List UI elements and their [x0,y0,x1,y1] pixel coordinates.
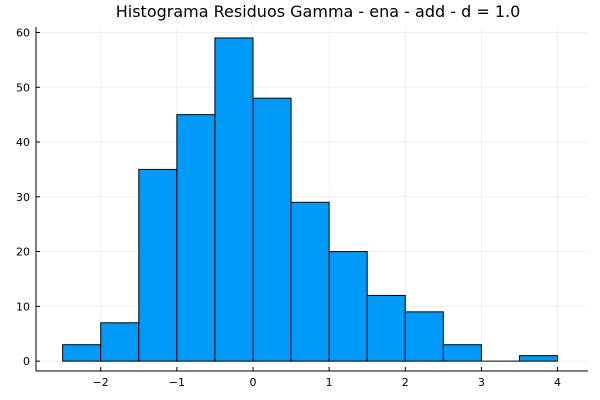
x-tick-label: 2 [402,376,409,389]
histogram-bar [328,251,368,362]
histogram-bar [404,311,444,362]
x-tick-label: 4 [554,376,561,389]
x-tick-label: −2 [93,376,109,389]
histogram-bar [138,168,178,362]
y-tick-label: 40 [16,136,30,149]
histogram-bar [100,322,140,362]
histogram-bar [442,344,482,362]
histogram-bars [62,37,559,362]
grid-lines [36,27,588,371]
y-tick-label: 60 [16,26,30,39]
y-tick-label: 30 [16,191,30,204]
histogram-bar [518,355,559,362]
chart-title: Histograma Residuos Gamma - ena - add - … [116,2,521,21]
histogram-bar [176,114,216,362]
histogram-bar [252,97,292,362]
x-tick-label: 3 [478,376,485,389]
histogram-bar [214,37,254,362]
x-tick-label: 0 [249,376,256,389]
y-tick-label: 10 [16,300,30,313]
x-tick-label: −1 [169,376,185,389]
x-tick-label: 1 [326,376,333,389]
y-tick-label: 20 [16,246,30,259]
y-tick-label: 0 [23,355,30,368]
histogram-bar [290,201,330,362]
histogram-bar [366,294,406,362]
y-axis-ticks: 0 10 20 30 40 50 60 [16,26,40,368]
axes [35,27,588,372]
histogram-bar [62,344,102,362]
x-axis-ticks: −2 −1 0 1 2 3 4 [93,367,561,389]
y-tick-label: 50 [16,81,30,94]
